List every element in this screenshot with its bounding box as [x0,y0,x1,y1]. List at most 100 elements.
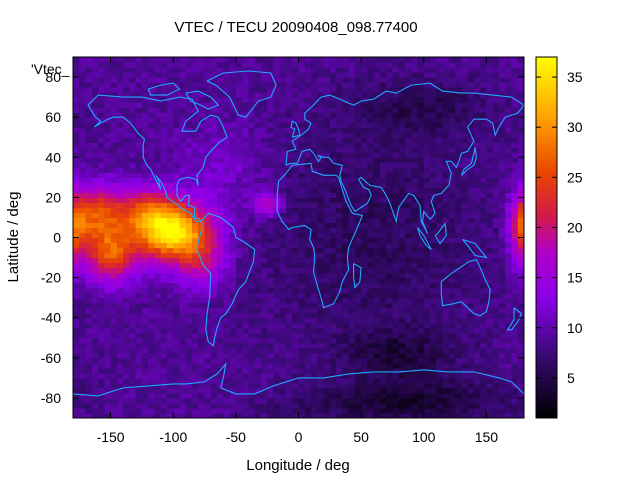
heatmap-cell [217,302,224,309]
heatmap-cell [173,142,181,148]
heatmap-cell [379,412,387,418]
heatmap-cell [192,172,199,178]
heatmap-cell [386,222,394,229]
heatmap-cell [279,352,287,359]
heatmap-cell [467,402,475,409]
heatmap-cell [279,192,287,198]
heatmap-cell [379,97,387,103]
heatmap-cell [442,347,450,354]
heatmap-cell [417,397,425,404]
heatmap-cell [254,112,262,118]
heatmap-cell [348,192,356,198]
heatmap-cell [392,157,400,163]
heatmap-cell [517,112,524,118]
heatmap-cell [367,202,375,209]
heatmap-cell [73,222,80,229]
heatmap-cell [417,187,425,193]
heatmap-cell [79,207,87,214]
heatmap-cell [417,177,425,183]
heatmap-cell [461,342,469,349]
heatmap-cell [210,122,218,128]
heatmap-cell [254,137,262,143]
heatmap-cell [217,112,224,118]
heatmap-cell [448,237,456,244]
heatmap-cell [480,182,488,188]
heatmap-cell [154,112,162,118]
heatmap-cell [173,237,181,244]
heatmap-cell [104,122,112,128]
heatmap-cell [104,407,112,414]
heatmap-cell [511,182,519,188]
heatmap-cell [480,262,488,269]
heatmap-cell [404,87,412,93]
heatmap-cell [398,197,406,203]
heatmap-cell [260,382,268,389]
heatmap-cell [98,312,105,319]
heatmap-cell [248,92,256,98]
heatmap-cell [217,287,224,294]
heatmap-cell [367,242,375,249]
heatmap-cell [379,112,387,118]
heatmap-cell [217,312,224,319]
heatmap-cell [342,312,350,319]
heatmap-cell [423,147,431,153]
heatmap-cell [354,337,362,344]
heatmap-cell [285,342,293,349]
heatmap-cell [254,207,262,214]
heatmap-cell [85,107,93,113]
heatmap-cell [323,87,331,93]
heatmap-cell [248,287,256,294]
heatmap-cell [173,247,181,254]
heatmap-cell [311,157,318,163]
heatmap-cell [185,167,193,173]
heatmap-cell [273,382,281,389]
heatmap-cell [248,217,256,224]
heatmap-cell [342,317,350,324]
heatmap-cell [154,167,162,173]
heatmap-cell [141,307,149,314]
heatmap-cell [173,327,181,334]
heatmap-cell [498,182,506,188]
heatmap-cell [129,347,137,354]
heatmap-cell [386,117,394,123]
heatmap-cell [217,267,224,274]
heatmap-cell [73,112,80,118]
heatmap-cell [404,92,412,98]
heatmap-cell [254,192,262,198]
heatmap-cell [442,142,450,148]
heatmap-cell [285,277,293,284]
heatmap-cell [110,162,118,168]
heatmap-cell [185,102,193,108]
heatmap-cell [135,382,143,389]
chart-title: VTEC / TECU 20090408_098.77400 [174,19,417,36]
heatmap-cell [392,112,400,118]
heatmap-cell [235,227,243,234]
heatmap-cell [473,87,481,93]
heatmap-cell [517,142,524,148]
heatmap-cell [448,372,456,379]
heatmap-cell [98,317,105,324]
heatmap-cell [217,392,224,399]
heatmap-cell [498,217,506,224]
heatmap-cell [198,382,206,389]
heatmap-cell [455,412,462,418]
heatmap-cell [98,277,105,284]
heatmap-cell [480,322,488,329]
heatmap-cell [498,262,506,269]
heatmap-cell [129,322,137,329]
heatmap-cell [135,192,143,198]
heatmap-cell [98,242,105,249]
heatmap-cell [254,122,262,128]
heatmap-cell [505,312,513,319]
heatmap-cell [123,182,130,188]
heatmap-cell [386,132,394,138]
heatmap-cell [229,137,237,143]
heatmap-cell [254,87,262,93]
heatmap-cell [404,357,412,364]
heatmap-cell [492,267,500,274]
heatmap-cell [91,197,99,203]
heatmap-cell [154,317,162,324]
heatmap-cell [135,312,143,319]
heatmap-cell [135,107,143,113]
heatmap-cell [91,172,99,178]
